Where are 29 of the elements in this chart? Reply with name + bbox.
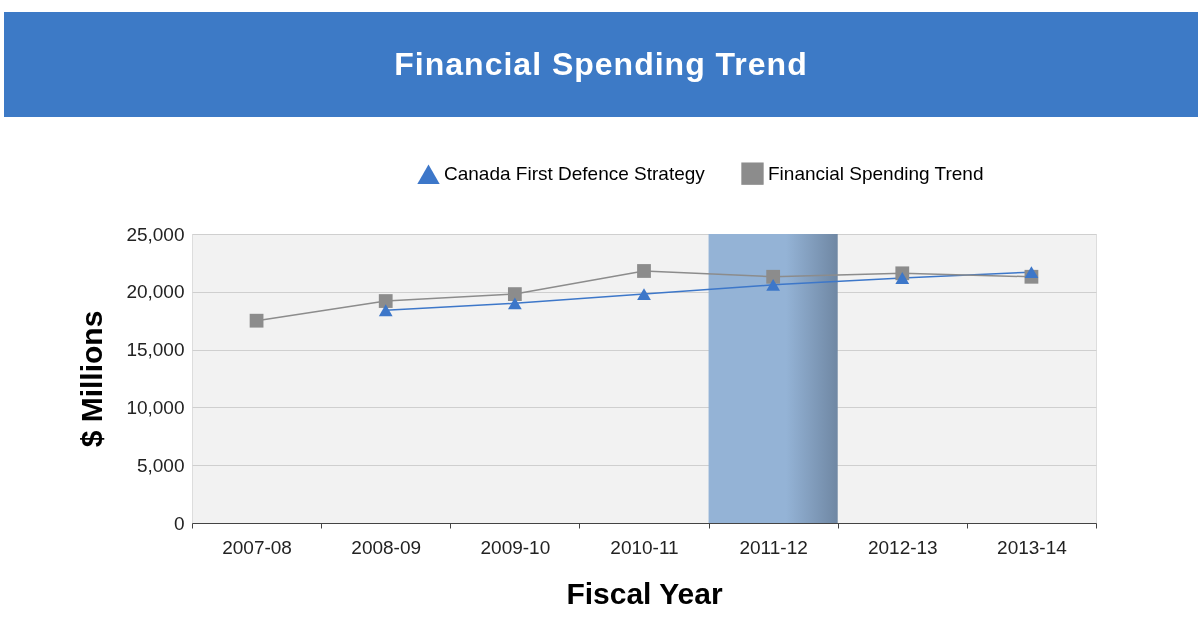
point — [766, 278, 781, 291]
y-tick-label: 25,000 — [126, 223, 185, 245]
point — [637, 288, 651, 301]
point — [1024, 266, 1039, 279]
y-axis-title: $ Millions — [75, 310, 109, 448]
point — [249, 313, 264, 328]
y-tick-label: 10,000 — [126, 396, 185, 418]
x-axis-title: Fiscal Year — [566, 576, 723, 610]
x-tick-label: 2008-09 — [351, 536, 422, 558]
x-tick-label: 2011-12 — [739, 536, 808, 558]
x-tick-label: 2013-14 — [997, 536, 1068, 558]
y-tick-label: 0 — [173, 512, 185, 534]
legend-label: Financial Spending Trend — [768, 162, 984, 184]
y-tick-label: 5,000 — [136, 454, 185, 476]
point — [378, 294, 393, 308]
x-tick-label: 2007-08 — [222, 536, 292, 558]
point — [507, 297, 522, 310]
point — [895, 271, 910, 284]
x-tick-label: 2009-10 — [480, 536, 551, 558]
y-tick-label: 15,000 — [126, 339, 185, 361]
x-tick-label: 2010-11 — [610, 536, 679, 558]
y-tick-label: 20,000 — [126, 281, 185, 303]
legend-label: Canada First Defence Strategy — [444, 163, 706, 185]
x-tick-label: 2012-13 — [867, 536, 938, 558]
point — [637, 264, 651, 278]
point — [766, 269, 781, 284]
point — [507, 287, 522, 301]
chart-title: Financial Spending Trend — [4, 12, 1198, 117]
point — [378, 304, 393, 317]
